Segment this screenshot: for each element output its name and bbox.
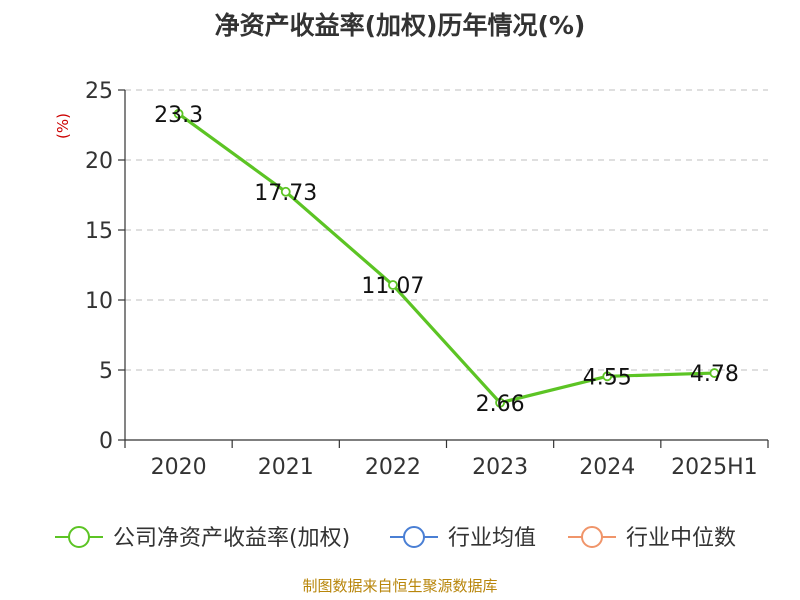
source-note: 制图数据来自恒生聚源数据库 (302, 577, 497, 595)
x-tick-label: 2025H1 (671, 455, 758, 480)
y-axis-unit: (%) (54, 113, 72, 139)
series-line (177, 112, 715, 405)
chart-title: 净资产收益率(加权)历年情况(%) (215, 11, 586, 40)
legend-label: 行业中位数 (626, 526, 736, 551)
data-label: 23.3 (154, 103, 203, 128)
legend-item[interactable]: 行业中位数 (568, 526, 736, 551)
data-point[interactable] (709, 368, 720, 378)
legend-label: 公司净资产收益率(加权) (113, 526, 350, 551)
data-point[interactable] (388, 280, 398, 290)
y-tick-label: 25 (85, 79, 113, 104)
data-label: 11.07 (361, 274, 424, 299)
data-label: 4.78 (690, 362, 739, 387)
data-point[interactable] (602, 371, 613, 382)
data-point[interactable] (173, 108, 184, 119)
data-labels: 23.3 17.73 11.07 2.66 4.55 4.78 (154, 103, 739, 417)
series-layer (173, 108, 720, 408)
y-tick-label: 5 (99, 359, 113, 384)
y-tick-label: 20 (85, 149, 113, 174)
legend-marker (68, 526, 90, 548)
x-tick-label: 2022 (365, 455, 421, 480)
legend-marker (403, 526, 425, 548)
grid-lines (125, 89, 768, 371)
y-tick-label: 10 (85, 289, 113, 314)
x-tick-label: 2020 (151, 455, 207, 480)
y-tick-label: 0 (99, 429, 113, 454)
data-label: 2.66 (476, 392, 525, 417)
legend-item[interactable]: 行业均值 (390, 526, 536, 551)
legend-item[interactable]: 公司净资产收益率(加权) (55, 526, 350, 551)
data-point[interactable] (280, 186, 291, 197)
legend[interactable]: 公司净资产收益率(加权) 行业均值 行业中位数 (55, 526, 736, 551)
x-tick-label: 2024 (579, 455, 635, 480)
x-tick-label: 2023 (472, 455, 528, 480)
y-tick-label: 15 (85, 219, 113, 244)
legend-label: 行业均值 (448, 526, 536, 551)
data-point[interactable] (495, 397, 505, 408)
axes: 0 5 10 15 20 25 2020 2021 2022 2023 2024 2025H1 (85, 79, 769, 480)
data-label: 17.73 (254, 181, 317, 206)
x-tick-label: 2021 (258, 455, 314, 480)
data-label: 4.55 (583, 365, 632, 390)
legend-marker (581, 526, 603, 548)
